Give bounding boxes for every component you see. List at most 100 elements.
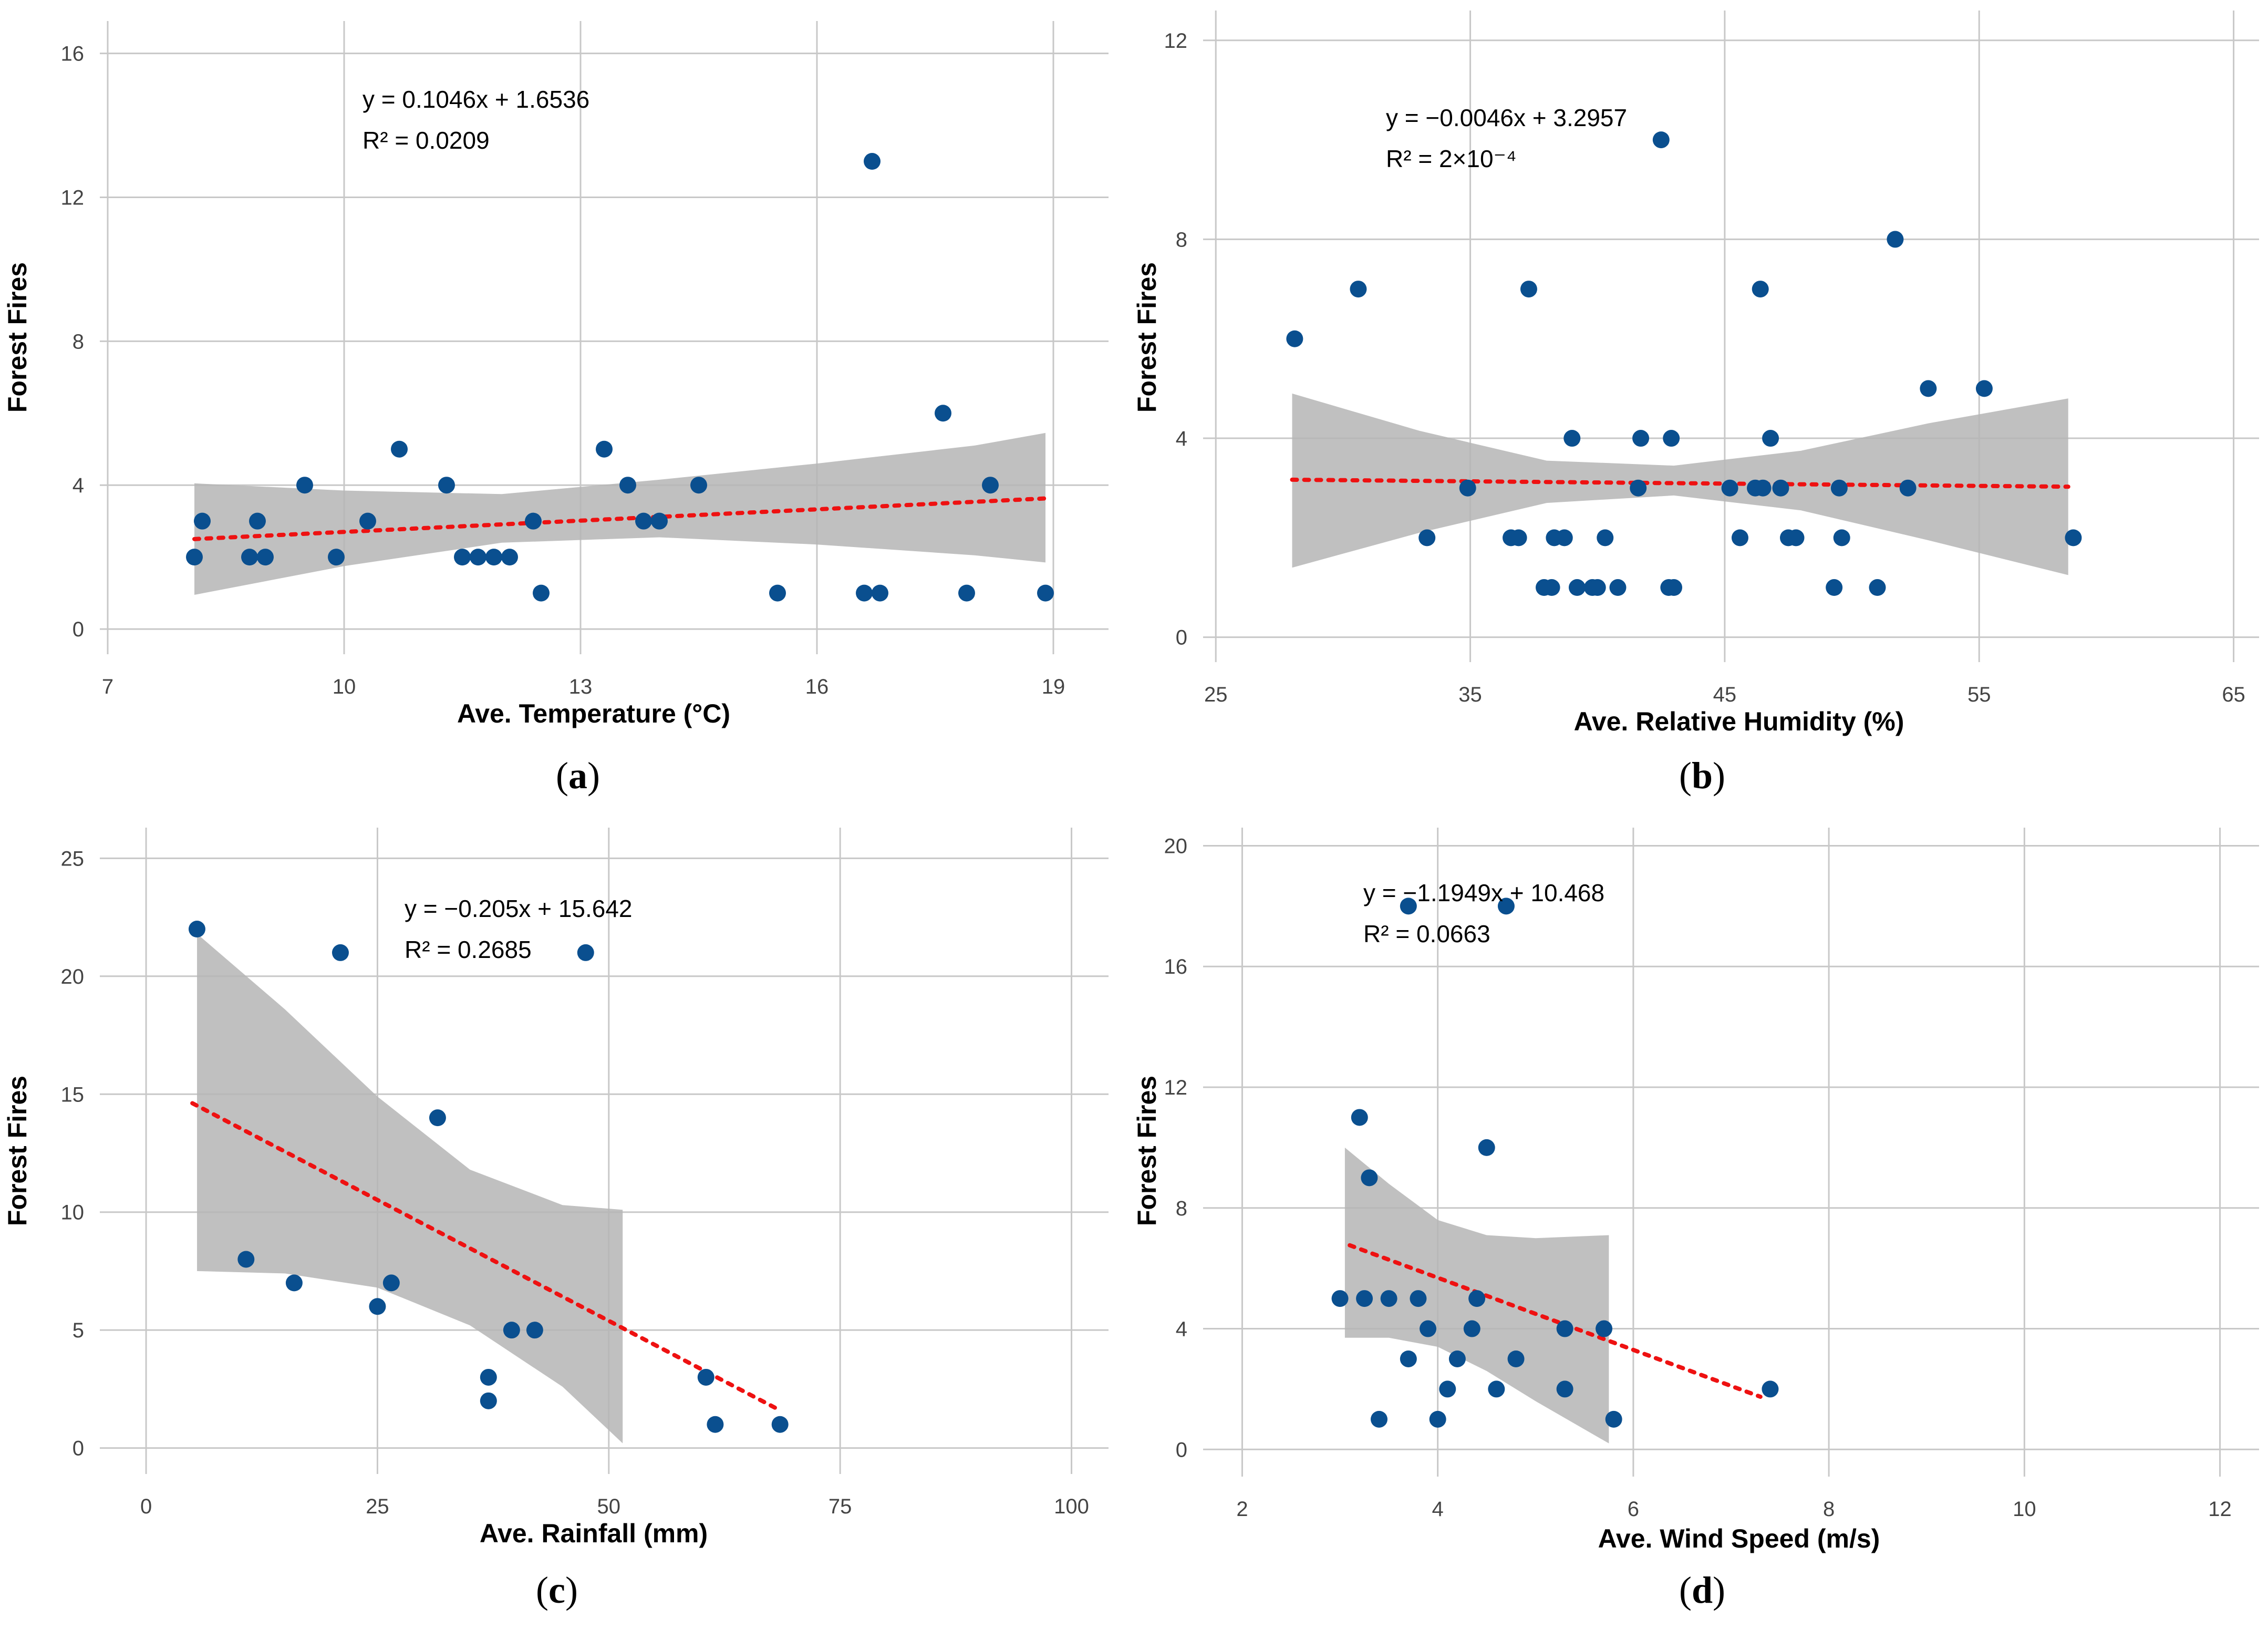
data-point xyxy=(1663,430,1680,447)
data-point xyxy=(1286,330,1303,347)
confidence-band xyxy=(197,934,623,1444)
data-point xyxy=(1597,529,1614,547)
data-point xyxy=(1887,231,1904,248)
x-tick-label: 10 xyxy=(333,675,356,698)
data-point xyxy=(1899,479,1917,497)
data-point xyxy=(332,944,349,961)
regression-line xyxy=(1290,477,2070,489)
panel-caption: (c) xyxy=(536,1569,578,1611)
y-tick-label: 0 xyxy=(73,618,84,641)
data-point xyxy=(1609,579,1627,596)
data-point xyxy=(241,549,258,566)
data-point xyxy=(533,584,550,602)
data-point xyxy=(1556,529,1573,547)
data-point xyxy=(1589,579,1606,596)
data-point xyxy=(577,944,594,961)
data-point xyxy=(771,1416,789,1433)
y-tick-label: 0 xyxy=(1176,626,1187,649)
x-axis-label: Ave. Wind Speed (m/s) xyxy=(1598,1524,1880,1553)
data-point xyxy=(1826,579,1843,596)
x-tick-label: 35 xyxy=(1458,683,1482,706)
r-squared-label: R² = 2×10⁻⁴ xyxy=(1386,145,1517,172)
x-tick-label: 6 xyxy=(1628,1498,1639,1521)
data-point xyxy=(1331,1290,1349,1307)
r-squared-label: R² = 0.2685 xyxy=(405,936,532,963)
data-point xyxy=(690,477,707,494)
data-point xyxy=(429,1109,446,1127)
y-tick-label: 8 xyxy=(73,330,84,353)
data-point xyxy=(285,1274,303,1292)
y-axis-label: Forest Fires xyxy=(1132,1076,1162,1226)
data-point xyxy=(454,549,471,566)
data-point xyxy=(635,512,652,530)
data-point xyxy=(2065,529,2082,547)
y-tick-label: 0 xyxy=(73,1437,84,1460)
panel-a: 7 10 13 16 19 0 4 8 12 16 y = 0.1046x + 1.6536 R² =… xyxy=(3,21,1109,797)
y-axis-label: Forest Fires xyxy=(3,1076,32,1226)
x-tick-label: 25 xyxy=(366,1495,389,1518)
data-point xyxy=(1439,1380,1456,1398)
data-point xyxy=(697,1368,714,1386)
regression-equation: y = −1.1949x + 10.468 xyxy=(1363,879,1604,906)
data-point xyxy=(485,549,502,566)
data-point xyxy=(1975,380,1993,397)
data-point xyxy=(1605,1410,1622,1428)
data-point xyxy=(186,549,203,566)
y-axis-label: Forest Fires xyxy=(1132,262,1162,413)
data-point xyxy=(1721,479,1738,497)
x-tick-label: 65 xyxy=(2222,683,2245,706)
y-tick-label: 4 xyxy=(73,474,84,497)
data-point xyxy=(1463,1320,1480,1337)
data-point xyxy=(526,1322,543,1339)
r-squared-label: R² = 0.0209 xyxy=(363,127,490,154)
data-point xyxy=(369,1298,386,1315)
panel-caption: (a) xyxy=(556,755,600,797)
y-tick-label: 20 xyxy=(61,965,85,988)
data-point xyxy=(249,512,266,530)
data-point xyxy=(707,1416,724,1433)
data-point xyxy=(359,512,376,530)
x-tick-label: 12 xyxy=(2208,1498,2232,1521)
data-point xyxy=(1037,584,1054,602)
data-point xyxy=(1351,1109,1368,1126)
data-point xyxy=(1731,529,1748,547)
y-tick-label: 16 xyxy=(1164,955,1188,978)
data-point xyxy=(1459,479,1476,497)
x-tick-label: 45 xyxy=(1713,683,1737,706)
data-point xyxy=(188,921,205,938)
data-point xyxy=(391,440,408,458)
data-point xyxy=(1350,281,1367,298)
data-point xyxy=(1380,1290,1397,1307)
data-point xyxy=(935,405,951,422)
x-tick-label: 10 xyxy=(2013,1498,2036,1521)
y-tick-label: 10 xyxy=(61,1201,85,1224)
r-squared-label: R² = 0.0663 xyxy=(1363,920,1490,947)
data-point xyxy=(1665,579,1683,596)
data-point xyxy=(1410,1290,1427,1307)
plots-layer: 7 10 13 16 19 0 4 8 12 16 y = 0.1046x + 1.6536 R² =… xyxy=(3,11,2259,1611)
data-point xyxy=(1920,380,1937,397)
panel-caption: (d) xyxy=(1679,1569,1725,1611)
y-tick-label: 20 xyxy=(1164,834,1188,858)
data-point xyxy=(1762,430,1779,447)
y-tick-label: 25 xyxy=(61,847,85,870)
data-point xyxy=(501,549,518,566)
data-point xyxy=(257,549,274,566)
x-tick-label: 7 xyxy=(102,675,113,698)
data-point xyxy=(1356,1290,1373,1307)
data-point xyxy=(1543,579,1560,596)
data-point xyxy=(864,153,881,170)
x-tick-label: 19 xyxy=(1042,675,1065,698)
data-point xyxy=(1754,479,1772,497)
regression-equation: y = 0.1046x + 1.6536 xyxy=(363,86,589,113)
data-point xyxy=(1418,529,1436,547)
x-tick-label: 8 xyxy=(1823,1498,1835,1521)
data-point xyxy=(596,440,613,458)
x-tick-label: 100 xyxy=(1054,1495,1089,1518)
data-point xyxy=(328,549,345,566)
data-point xyxy=(438,477,455,494)
x-axis-label: Ave. Rainfall (mm) xyxy=(480,1519,708,1548)
data-point xyxy=(1869,579,1886,596)
data-point xyxy=(480,1368,497,1386)
